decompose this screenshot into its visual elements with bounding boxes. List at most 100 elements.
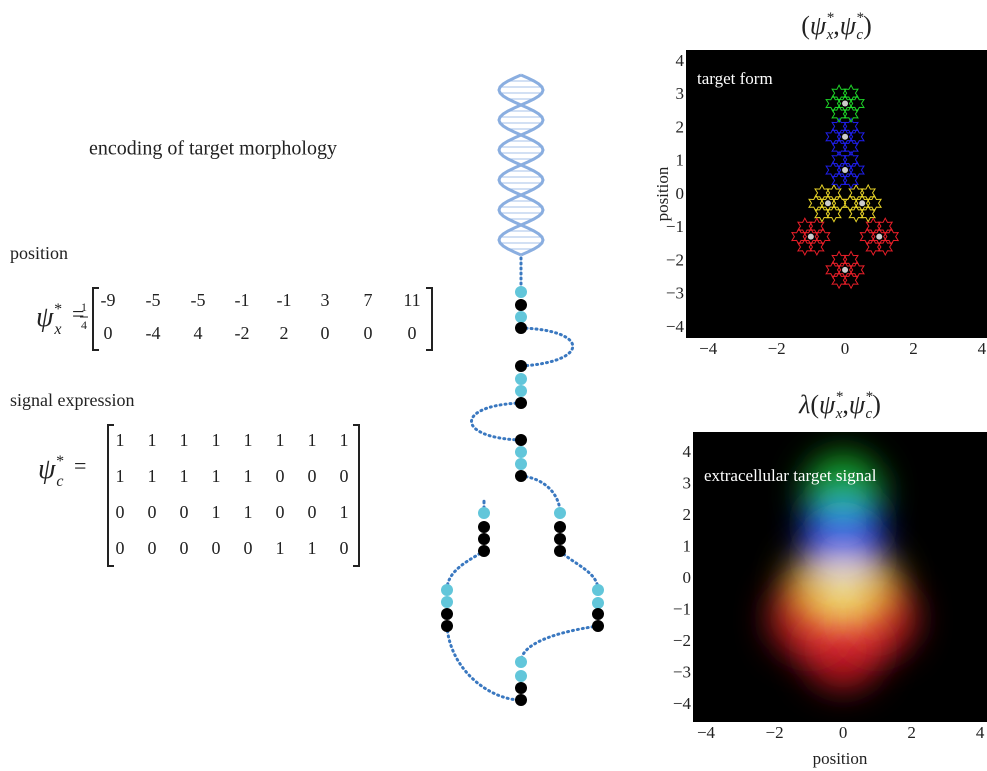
signal-glow [803,452,884,533]
title-part: ( [810,390,819,419]
gene-dot [515,682,527,694]
matrix-entry: 0 [104,323,113,343]
y-tick-label: 2 [683,505,692,524]
cell-dot [842,133,849,140]
y-tick-label: −2 [673,631,691,650]
matrix-entry: 1 [212,502,221,522]
gene-dot [515,470,527,482]
x-tick-label: 0 [841,339,850,358]
y-tick-label: 4 [676,51,685,70]
gene-dot [515,434,527,446]
plots: target form(ψ* x,ψ* c)−4 −2 0 2 4−4−3−2−101234… [653,10,987,768]
x-tick-label: 4 [978,339,987,358]
title-part: ψ [819,390,836,419]
plot-label: extracellular target signal [704,466,877,485]
cells [768,452,918,690]
x-tick-label: −4 [697,723,716,742]
y-tick-label: −3 [666,284,684,303]
gene-dot [515,385,527,397]
gene-dot [478,533,490,545]
matrix-entry: 0 [321,323,330,343]
matrix-entry: 1 [244,466,253,486]
matrix-entry: -1 [235,290,250,310]
matrix-entry: 2 [280,323,289,343]
dna-helix [497,73,545,257]
cell [842,183,883,223]
matrix-entry: 1 [180,466,189,486]
matrix-entry: -5 [191,290,206,310]
matrix-entry: 0 [180,502,189,522]
gene-dot [441,584,453,596]
gene-dot [478,521,490,533]
y-tick-label: 3 [683,473,692,492]
gene-dot [554,533,566,545]
gene-dot [478,545,490,557]
matrix-entry: -9 [101,290,116,310]
cell-dot [876,233,883,240]
matrix-entry: 1 [308,538,317,558]
title-part: x [835,406,843,422]
y-tick-label: −1 [666,217,684,236]
y-tick-label: −2 [666,250,684,269]
title-part: * [865,389,873,405]
cell-star [837,260,853,279]
cell-dot [824,200,831,207]
gene-dot [592,597,604,609]
gene-dot [441,620,453,632]
matrix-entry: 1 [340,430,349,450]
gene-dot [515,458,527,470]
cell-dot [842,100,849,107]
title-part: ) [863,11,872,40]
gene-dot [554,545,566,557]
heading: encoding of target morphology [89,138,337,160]
matrix-entry: 0 [116,502,125,522]
matrix-entry: 0 [276,466,285,486]
x-tick-label: −2 [766,723,784,742]
matrix-entry: 1 [308,430,317,450]
matrix-entry: 0 [148,538,157,558]
y-tick-label: −4 [666,317,685,336]
title-part: * [826,10,834,26]
x-axis-label: position [813,749,868,768]
matrix-entry: 1 [148,430,157,450]
y-axis-label: position [653,166,672,221]
plot-background [686,50,987,338]
gene-dot [592,620,604,632]
cell [859,217,900,257]
dna-strand [497,73,545,257]
gene-dot [441,596,453,608]
matrix-bracket [92,287,433,351]
psi-x-equals: = [72,301,84,326]
matrix-entry: 0 [408,323,417,343]
title-part: ψ [840,11,857,40]
matrix-entry: 0 [308,502,317,522]
y-tick-label: 0 [683,568,692,587]
psi-c-equals: = [74,453,86,478]
cell [825,150,865,190]
matrix-entry: 1 [276,430,285,450]
gene-dot [515,322,527,334]
y-tick-label: 1 [683,536,692,555]
matrix-entry: 0 [364,323,373,343]
gene-dot [592,608,604,620]
cell [790,217,831,257]
x-tick-label: −4 [699,339,718,358]
matrix-bracket [107,424,360,567]
title-part: λ [798,390,810,419]
matrix-entry: 0 [116,538,125,558]
matrix-entry: 0 [340,466,349,486]
matrix-entry: 1 [116,430,125,450]
matrix-entry: 7 [364,290,373,310]
signal-label: signal expression [10,390,134,410]
cell-dot [842,266,849,273]
matrix-entry: 4 [194,323,203,343]
position-label: position [10,243,68,263]
plot-title: (ψ* x,ψ* c) [801,10,872,43]
cell-star [871,227,888,246]
title-part: * [835,389,843,405]
matrix-entry: 3 [321,290,330,310]
title-part: c [856,27,863,43]
cell-dot [859,200,866,207]
psi-x-symbol: ψ* x [36,301,62,338]
